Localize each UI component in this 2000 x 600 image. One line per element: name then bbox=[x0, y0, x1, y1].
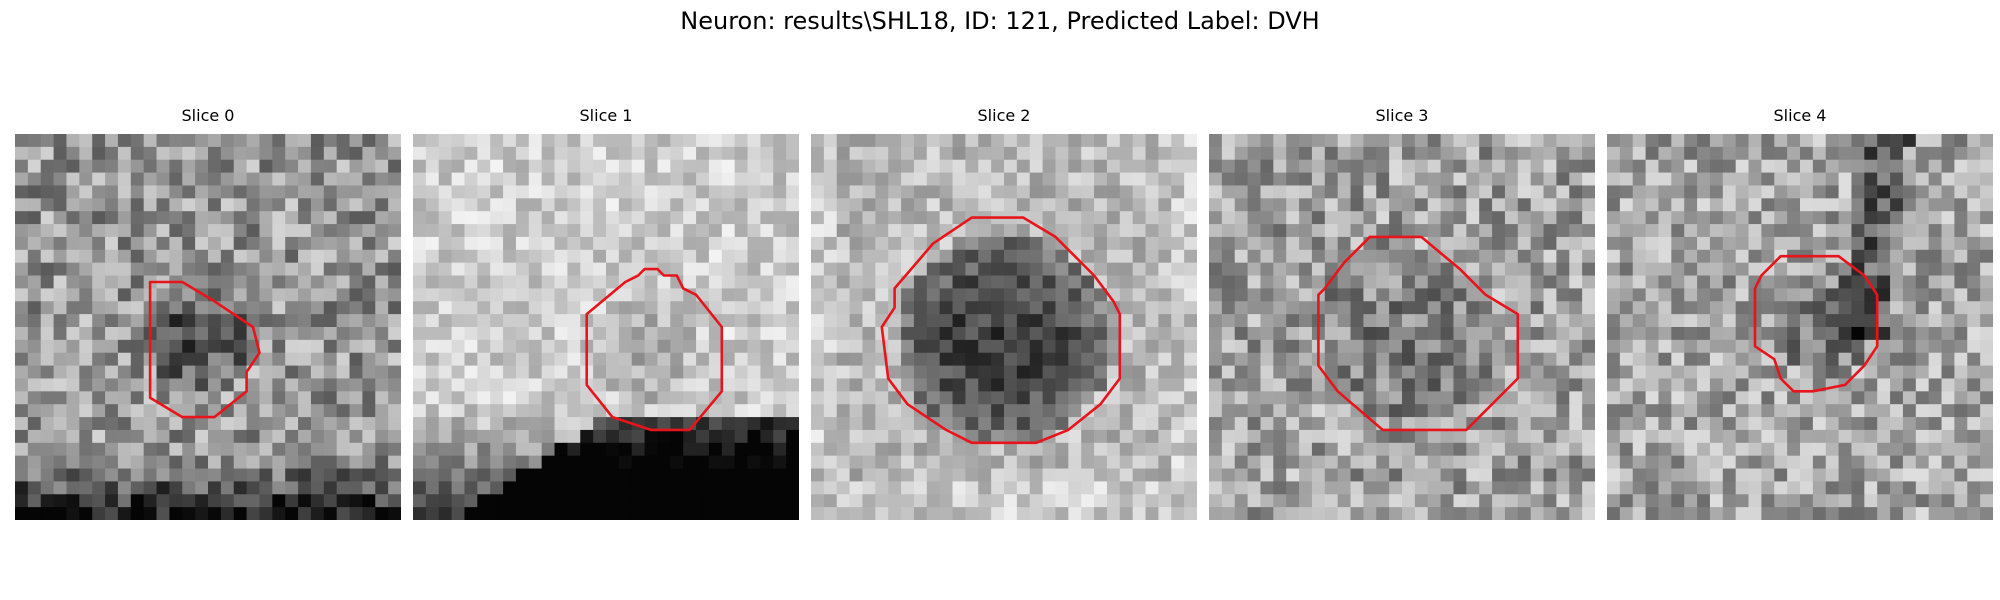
slice-title-0: Slice 0 bbox=[181, 106, 235, 125]
neuron-contour-2 bbox=[880, 216, 1122, 445]
slice-image-2 bbox=[811, 134, 1197, 520]
neuron-contour-1 bbox=[585, 267, 724, 432]
slice-image-3 bbox=[1209, 134, 1595, 520]
slice-image-0 bbox=[15, 134, 401, 520]
neuron-contour-3 bbox=[1317, 235, 1520, 432]
figure-title: Neuron: results\SHL18, ID: 121, Predicte… bbox=[680, 7, 1320, 35]
slice-image-1 bbox=[413, 134, 799, 520]
neuron-contour-4 bbox=[1753, 254, 1879, 393]
slice-title-2: Slice 2 bbox=[977, 106, 1031, 125]
slice-title-3: Slice 3 bbox=[1375, 106, 1429, 125]
slice-image-4 bbox=[1607, 134, 1993, 520]
slice-title-1: Slice 1 bbox=[579, 106, 633, 125]
neuron-contour-0 bbox=[148, 280, 261, 419]
slice-title-4: Slice 4 bbox=[1773, 106, 1827, 125]
